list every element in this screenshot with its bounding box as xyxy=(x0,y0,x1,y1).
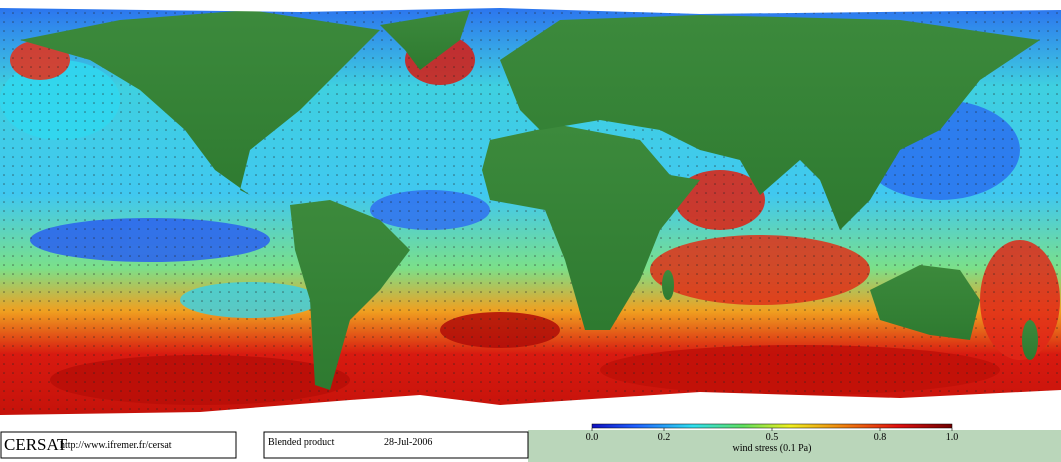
arctic-ice xyxy=(0,0,1061,14)
colorbar-ticks: 0.0 0.2 0.5 0.8 1.0 xyxy=(586,428,959,443)
colorbar-tick-label: 1.0 xyxy=(946,432,959,443)
credit-box xyxy=(0,431,237,459)
colorbar-tick-label: 0.5 xyxy=(766,432,779,443)
colorbar xyxy=(591,423,953,429)
colorbar-tick-label: 0.2 xyxy=(658,432,671,443)
product-label: Blended product xyxy=(268,437,335,448)
colorbar-tick-label: 0.0 xyxy=(586,432,599,443)
footer-land xyxy=(528,430,1061,462)
product-box xyxy=(263,431,529,459)
product-date: 28-Jul-2006 xyxy=(384,437,432,448)
credit-name: CERSAT xyxy=(4,435,68,454)
wind-map xyxy=(0,0,1061,432)
colorbar-label: wind stress (0.1 Pa) xyxy=(733,443,812,454)
credit-url: http://www.ifremer.fr/cersat xyxy=(60,440,172,451)
continents xyxy=(20,10,1040,390)
antarctica xyxy=(0,390,1061,432)
colorbar-tick-label: 0.8 xyxy=(874,432,887,443)
